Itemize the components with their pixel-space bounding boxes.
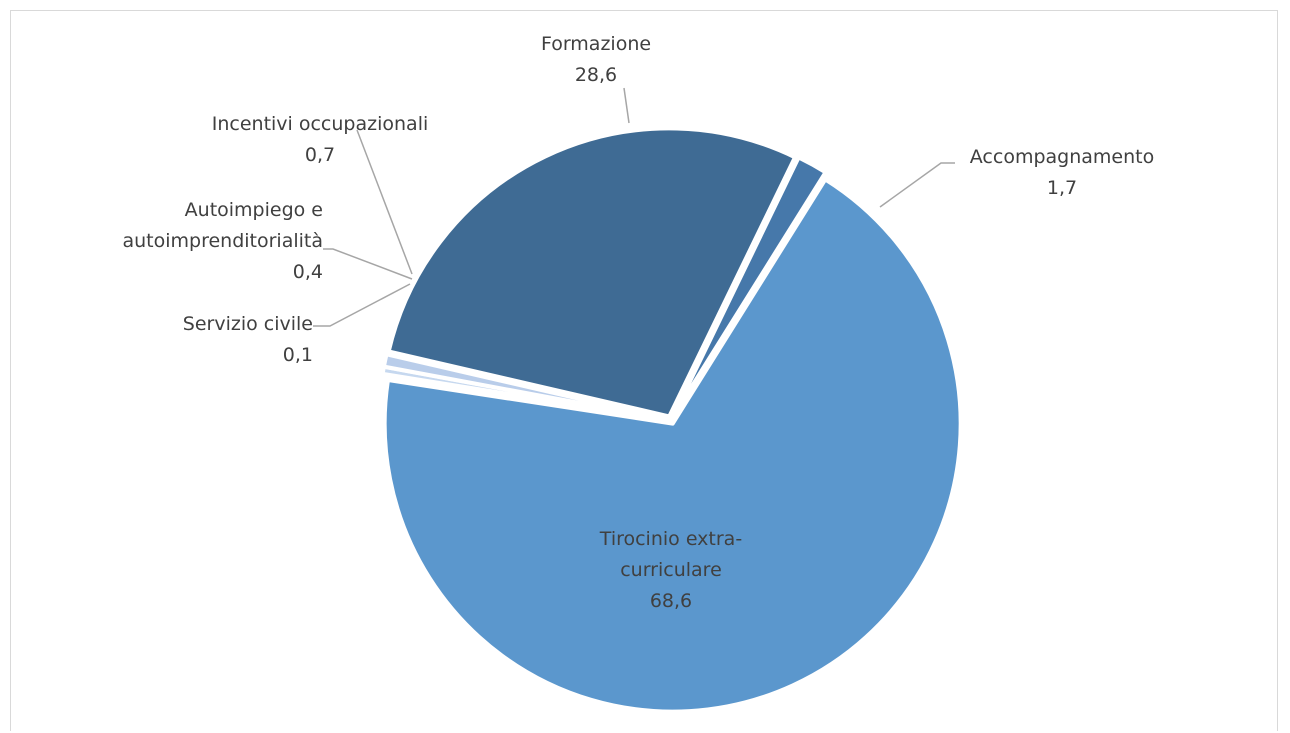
pie-slices — [380, 126, 963, 714]
pie-slice-tirocinio-extra-curriculare — [382, 177, 963, 714]
slice-label-servizio-civile: Servizio civile — [183, 313, 313, 335]
slice-value-incentivi-occupazionali: 0,7 — [305, 144, 335, 166]
slice-label-autoimpiego-e-autoimprenditorialita-line-1: Autoimpiego e — [185, 199, 323, 221]
leader-line-autoimpiego-e-autoimprenditorialita — [323, 248, 413, 280]
slice-label-autoimpiego-e-autoimprenditorialita-line-2: autoimprenditorialità — [122, 230, 323, 252]
slice-label-incentivi-occupazionali: Incentivi occupazionali — [212, 113, 429, 135]
slice-label-formazione: Formazione — [541, 33, 651, 55]
slice-label-accompagnamento: Accompagnamento — [970, 146, 1154, 168]
leader-line-incentivi-occupazionali — [356, 129, 413, 275]
slice-value-formazione: 28,6 — [575, 64, 617, 86]
pie-slice-accompagnamento — [670, 155, 828, 419]
slice-label-tirocinio-extra-curriculare-line-2: curriculare — [620, 559, 722, 581]
leader-line-accompagnamento — [879, 162, 955, 208]
slice-value-servizio-civile: 0,1 — [283, 344, 313, 366]
slice-value-autoimpiego-e-autoimprenditorialita: 0,4 — [293, 261, 323, 283]
pie-slice-incentivi-occupazionali — [381, 352, 670, 422]
pie-slice-formazione — [386, 126, 798, 419]
slice-value-tirocinio-extra-curriculare: 68,6 — [650, 590, 692, 612]
slice-labels: Tirocinio extra-curriculare 68,6 Servizio … — [122, 33, 1154, 612]
leader-line-formazione — [623, 87, 630, 124]
slice-value-accompagnamento: 1,7 — [1047, 177, 1077, 199]
leader-lines — [313, 87, 955, 327]
leader-line-servizio-civile — [313, 283, 411, 327]
slice-label-tirocinio-extra-curriculare-line-1: Tirocinio extra- — [599, 528, 742, 550]
